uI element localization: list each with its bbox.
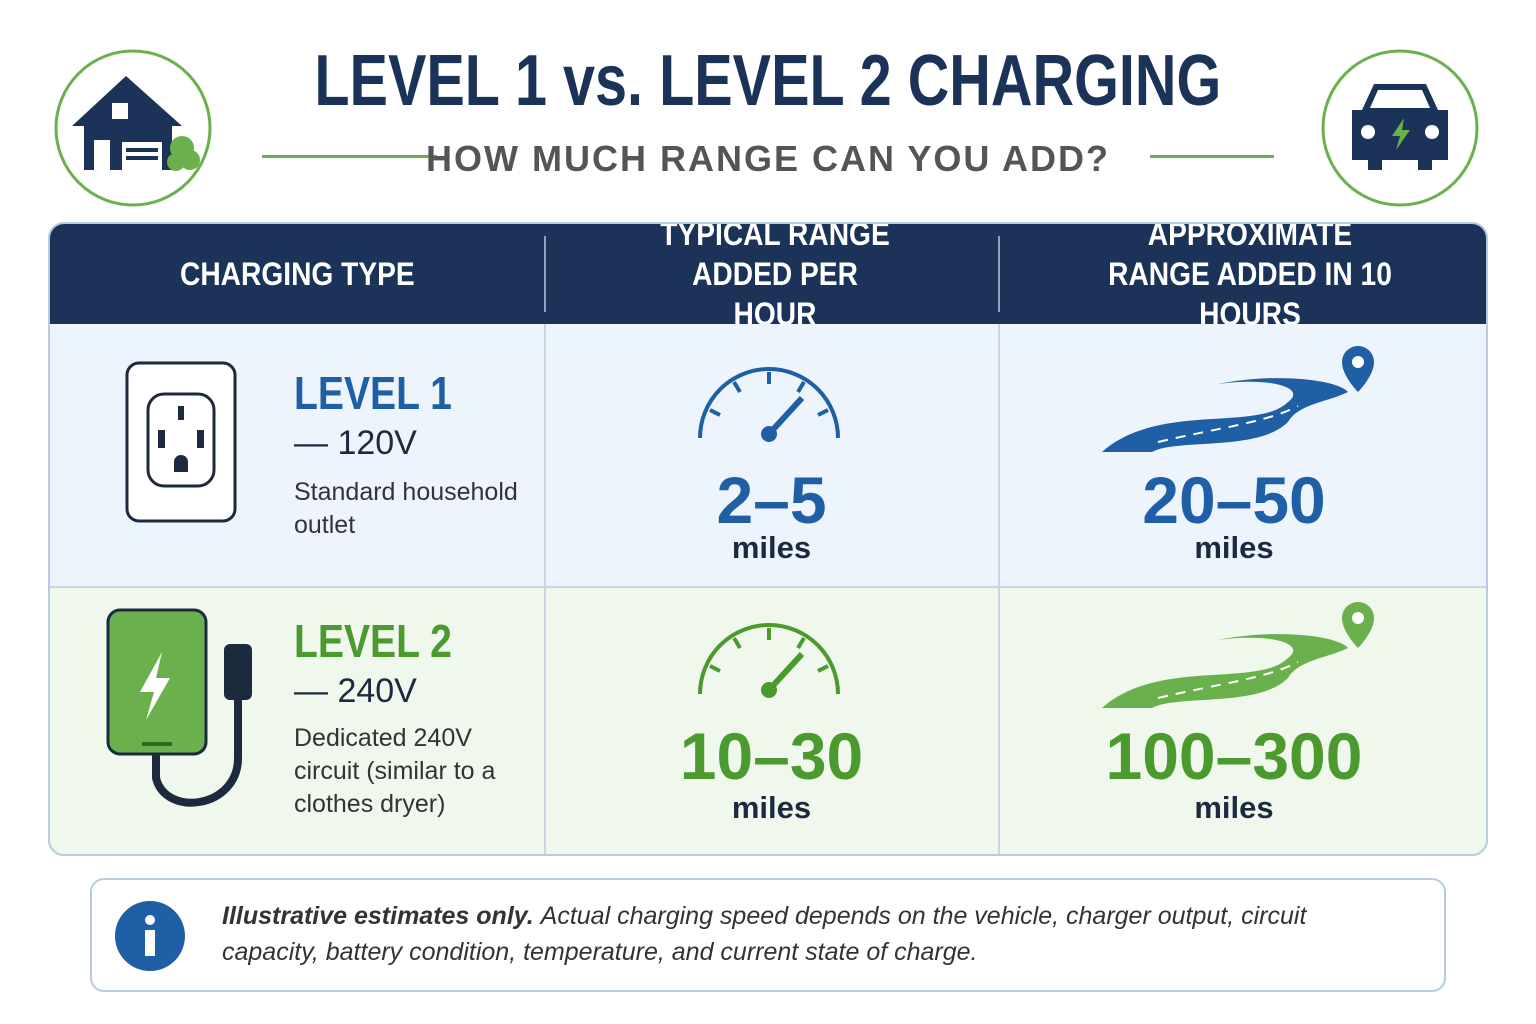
road-icon: [1102, 346, 1374, 452]
house-icon: [54, 49, 212, 207]
footnote-emphasis: Illustrative estimates only.: [222, 902, 534, 930]
gauge-icon: [698, 623, 840, 698]
car-icon: [1321, 49, 1479, 207]
divider: [544, 236, 546, 312]
range-ten-hours: 20–50: [1142, 463, 1326, 537]
level-text: LEVEL 1: [294, 367, 452, 419]
title-text: LEVEL 1 vs. LEVEL 2 CHARGING: [314, 41, 1222, 121]
gauge-icon: [698, 367, 840, 442]
column-header-text: APPROXIMATE RANGE ADDED IN 10 HOURS: [1108, 222, 1392, 332]
rule: [1150, 155, 1274, 158]
divider: [998, 324, 1000, 854]
rule: [262, 155, 437, 158]
voltage: — 120V: [294, 424, 417, 462]
outlet-icon: [125, 361, 237, 523]
road-icon: [1102, 602, 1374, 708]
column-header: CHARGING TYPE: [50, 224, 545, 324]
unit: miles: [1194, 790, 1274, 825]
divider: [544, 324, 546, 854]
table-header: [50, 224, 1486, 324]
level-name: LEVEL 1: [294, 366, 480, 420]
footnote-text: Actual charging speed depends on the veh…: [222, 902, 1307, 966]
description: Standard household outlet: [294, 478, 518, 539]
range-per-hour: 2–5: [716, 463, 827, 537]
range-ten-hours: 100–300: [1105, 719, 1363, 793]
column-header: TYPICAL RANGE ADDED PER HOUR: [630, 224, 920, 332]
footnote: Illustrative estimates only. Actual char…: [222, 898, 1402, 970]
footnote-box: Illustrative estimates only. Actual char…: [90, 878, 1446, 992]
unit: miles: [1194, 530, 1274, 565]
subtitle: HOW MUCH RANGE CAN YOU ADD?: [426, 138, 1110, 179]
unit: miles: [731, 790, 812, 825]
column-header-text: TYPICAL RANGE ADDED PER HOUR: [660, 222, 890, 332]
title: LEVEL 1 vs. LEVEL 2 CHARGING: [0, 40, 1536, 122]
unit: miles: [731, 530, 812, 565]
column-header-text: CHARGING TYPE: [180, 256, 415, 292]
level-text: LEVEL 2: [294, 615, 452, 667]
column-header: APPROXIMATE RANGE ADDED IN 10 HOURS: [1080, 224, 1420, 332]
info-icon: [115, 901, 185, 971]
comparison-table: CHARGING TYPE TYPICAL RANGE ADDED PER HO…: [48, 222, 1488, 856]
range-per-hour: 10–30: [679, 719, 864, 793]
divider: [998, 236, 1000, 312]
description: Dedicated 240V circuit (similar to a clo…: [294, 724, 496, 818]
voltage: — 240V: [294, 672, 417, 710]
charger-icon: [106, 608, 252, 807]
level-name: LEVEL 2: [294, 614, 480, 668]
